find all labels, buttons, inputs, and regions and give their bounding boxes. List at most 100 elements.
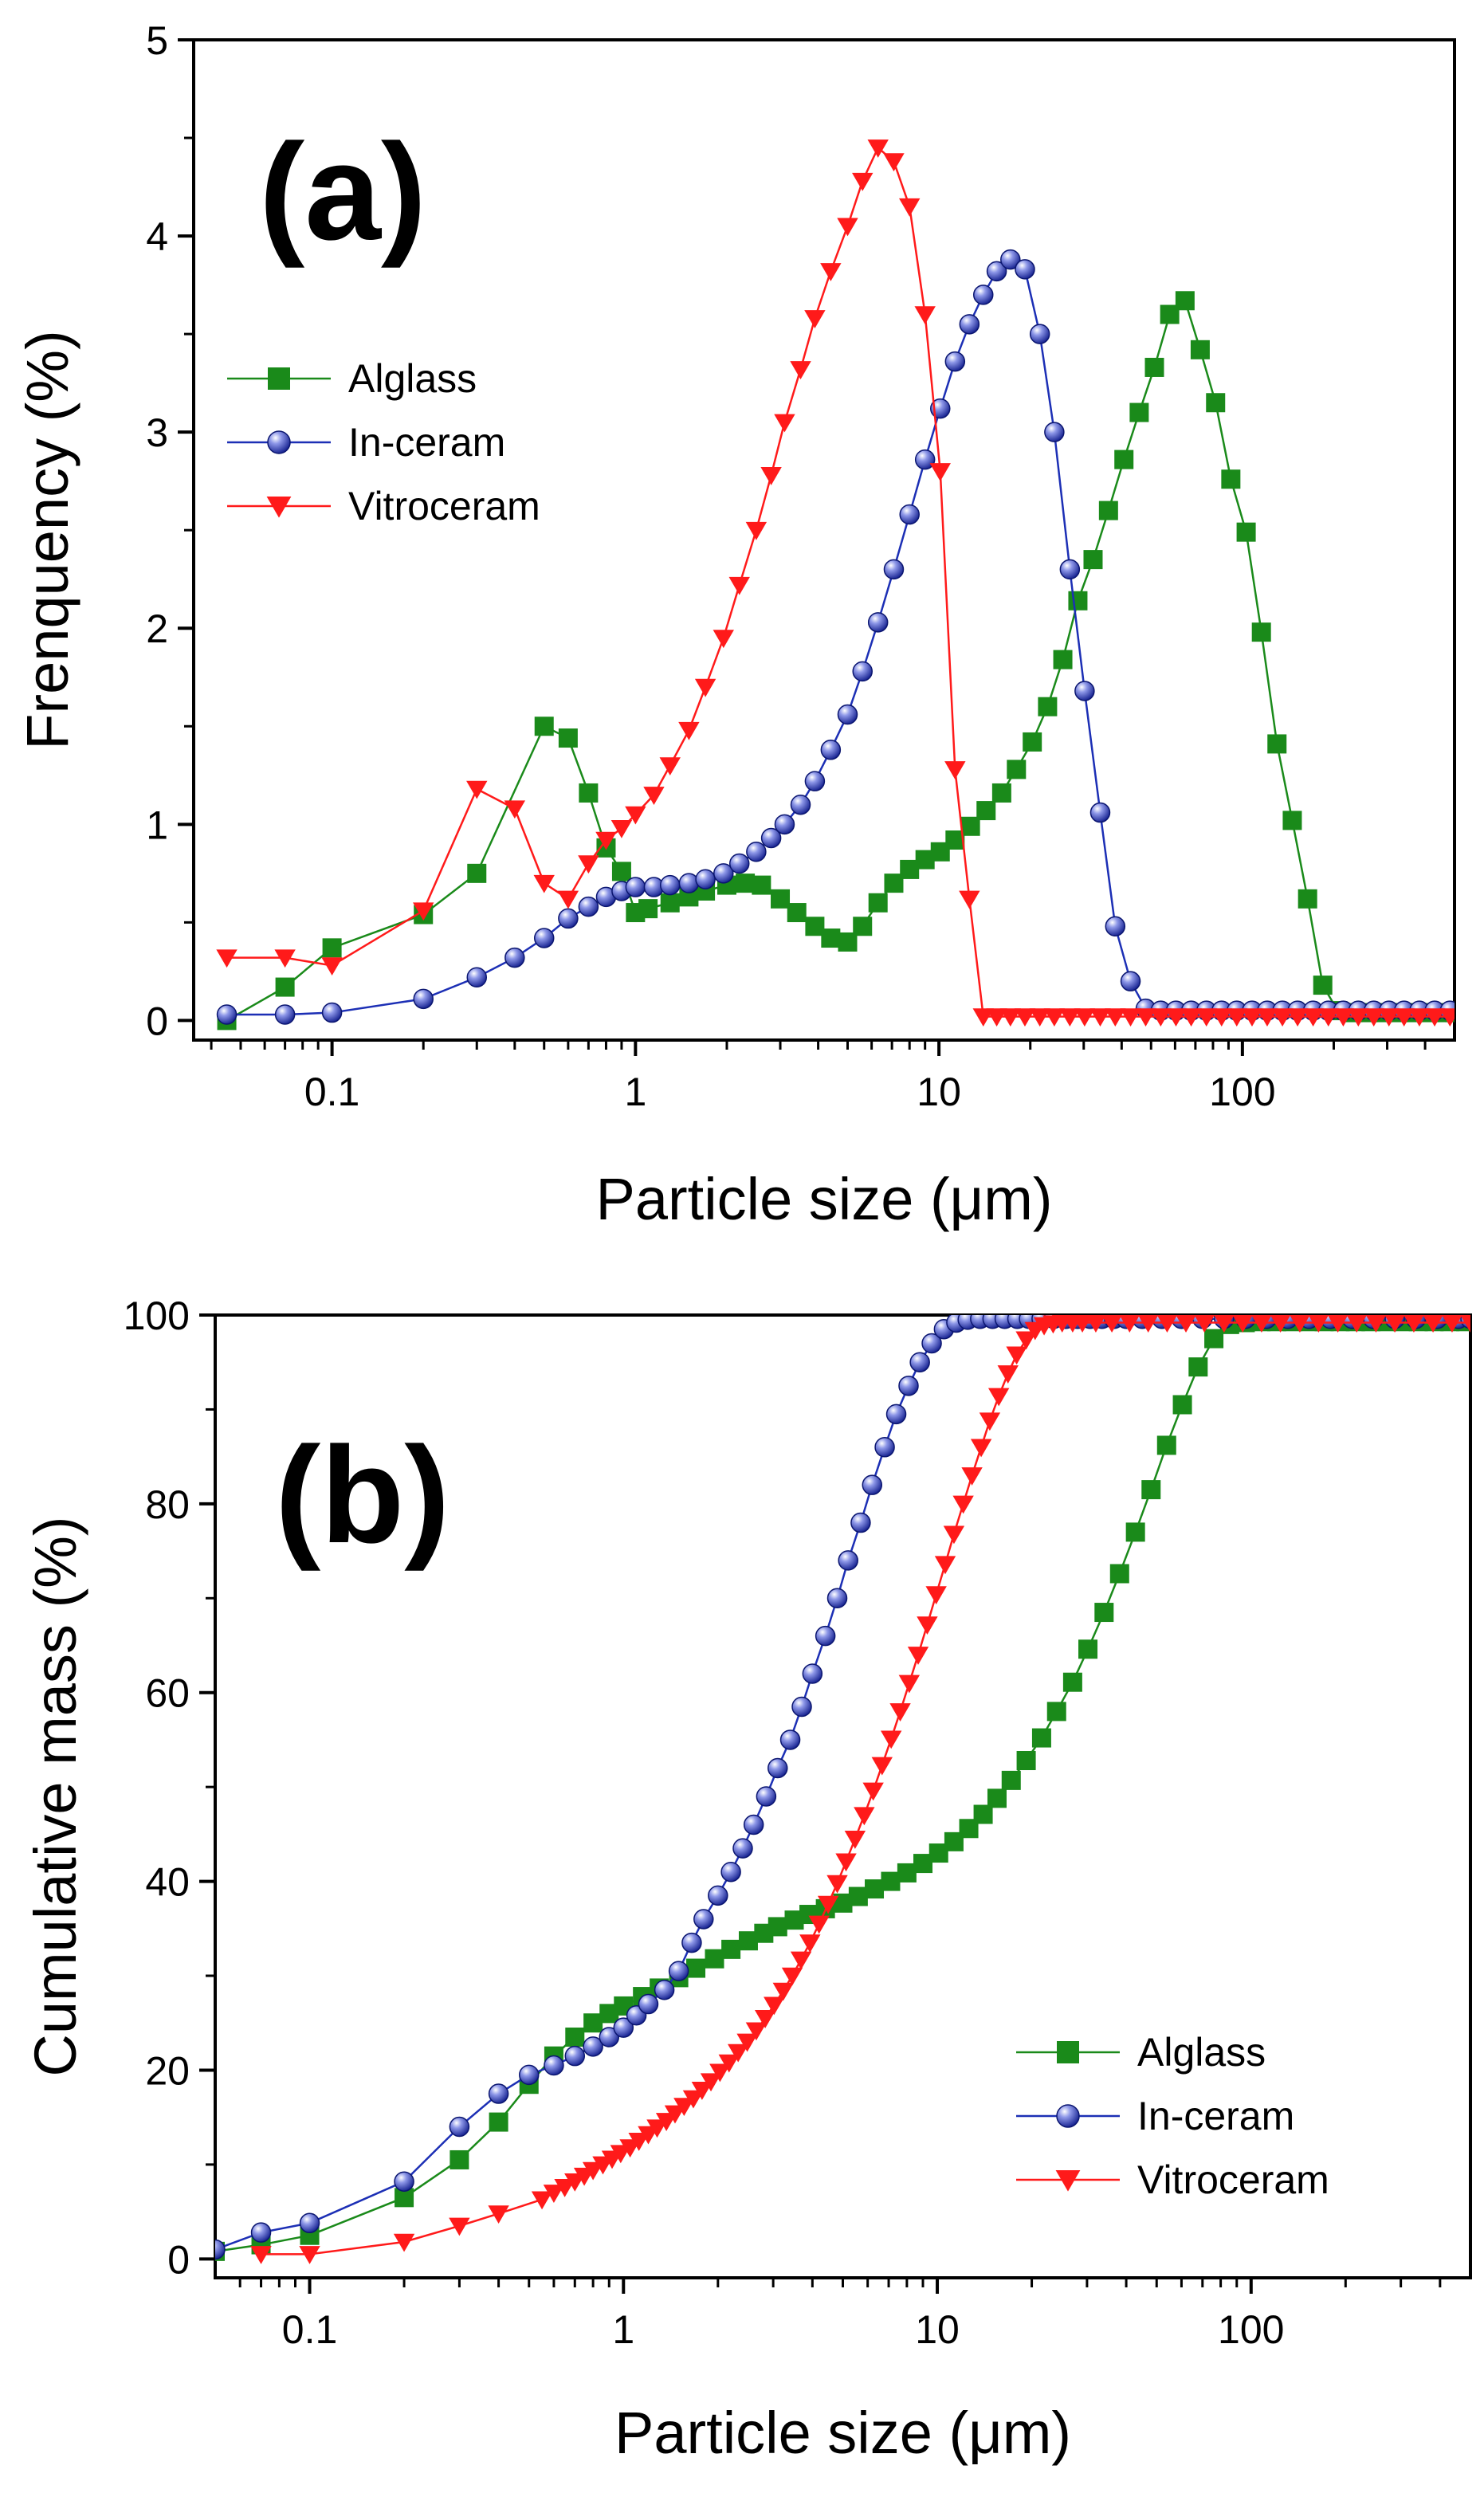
data-point bbox=[959, 890, 980, 909]
data-point bbox=[1317, 1008, 1339, 1027]
data-point bbox=[943, 1525, 965, 1545]
data-point bbox=[1014, 1008, 1036, 1027]
data-point bbox=[865, 1879, 885, 1899]
data-point bbox=[489, 2112, 508, 2132]
data-point bbox=[660, 893, 680, 913]
data-point bbox=[558, 728, 578, 748]
data-point bbox=[321, 1002, 343, 1023]
data-point bbox=[1015, 1331, 1037, 1350]
data-point bbox=[519, 2064, 540, 2086]
data-point bbox=[1270, 1315, 1291, 1333]
y-tick-label: 4 bbox=[146, 214, 168, 259]
data-point bbox=[848, 1886, 868, 1906]
data-point bbox=[708, 1885, 728, 1906]
data-point bbox=[736, 874, 756, 893]
data-point bbox=[868, 893, 888, 913]
y-tick-label: 40 bbox=[145, 1860, 190, 1905]
data-point bbox=[1348, 1008, 1369, 1027]
data-point bbox=[713, 863, 734, 884]
data-point bbox=[880, 1730, 902, 1749]
data-point bbox=[820, 740, 842, 760]
data-point bbox=[883, 153, 905, 172]
data-point bbox=[1109, 1564, 1129, 1584]
x-axis-title: Particle size (μm) bbox=[614, 2400, 1071, 2466]
data-point bbox=[1089, 802, 1111, 823]
data-point bbox=[743, 1814, 764, 1835]
data-point bbox=[1094, 1603, 1114, 1623]
data-point bbox=[1141, 1480, 1161, 1500]
data-point bbox=[558, 908, 579, 929]
data-point bbox=[554, 2179, 575, 2197]
data-point bbox=[583, 2036, 603, 2057]
data-point bbox=[583, 2013, 603, 2033]
data-point bbox=[1384, 1315, 1405, 1333]
data-point bbox=[899, 504, 920, 525]
data-point bbox=[799, 1934, 821, 1953]
data-point bbox=[1439, 1008, 1455, 1027]
panel-label: (a) bbox=[259, 116, 426, 269]
data-point bbox=[790, 794, 811, 815]
data-point bbox=[694, 678, 716, 697]
data-point bbox=[754, 2010, 776, 2028]
data-point bbox=[907, 1647, 929, 1665]
data-point bbox=[643, 787, 665, 805]
data-point bbox=[961, 1467, 983, 1486]
legend-label: Alglass bbox=[348, 356, 477, 401]
data-point bbox=[1460, 1315, 1470, 1333]
data-point bbox=[1251, 1315, 1272, 1333]
data-point bbox=[678, 721, 700, 740]
data-point bbox=[1114, 450, 1134, 469]
data-point bbox=[1105, 1008, 1126, 1027]
data-point bbox=[1129, 402, 1149, 422]
data-point bbox=[835, 1853, 857, 1872]
data-point bbox=[1044, 422, 1065, 442]
data-point bbox=[921, 1333, 942, 1354]
data-point bbox=[745, 2022, 768, 2041]
data-point bbox=[1190, 340, 1210, 359]
data-point bbox=[934, 1556, 956, 1575]
x-tick-label: 10 bbox=[917, 1070, 961, 1114]
data-point bbox=[450, 2149, 469, 2169]
data-point bbox=[821, 928, 841, 948]
plot-frame bbox=[192, 38, 1456, 1042]
data-point bbox=[852, 661, 873, 682]
data-point bbox=[531, 2191, 553, 2210]
series-line bbox=[226, 146, 1451, 1018]
data-point bbox=[1298, 889, 1317, 909]
data-point bbox=[613, 2017, 634, 2038]
data-point bbox=[760, 467, 782, 485]
data-point bbox=[826, 1588, 848, 1609]
data-point bbox=[867, 139, 889, 158]
data-point bbox=[959, 314, 980, 335]
data-point bbox=[781, 1967, 803, 1986]
data-point bbox=[929, 463, 951, 481]
data-point bbox=[791, 1696, 812, 1718]
data-point bbox=[804, 771, 826, 791]
y-tick-label: 5 bbox=[146, 18, 168, 63]
data-point bbox=[413, 902, 434, 921]
data-point bbox=[595, 831, 617, 850]
data-point bbox=[504, 947, 525, 968]
data-point bbox=[917, 1616, 938, 1635]
data-point bbox=[774, 414, 795, 433]
data-point bbox=[1053, 650, 1073, 669]
y-tick-label: 1 bbox=[146, 803, 168, 847]
data-point bbox=[1176, 1315, 1196, 1333]
legend-label: In-ceram bbox=[348, 420, 505, 465]
data-point bbox=[728, 853, 750, 874]
data-point bbox=[394, 2171, 414, 2192]
data-point bbox=[1365, 1315, 1387, 1333]
data-point bbox=[695, 869, 716, 889]
data-point bbox=[804, 310, 826, 328]
data-point bbox=[898, 1674, 921, 1694]
data-point bbox=[997, 1365, 1019, 1384]
data-point bbox=[820, 263, 842, 281]
x-tick-label: 1 bbox=[612, 2307, 634, 2352]
data-point bbox=[564, 2045, 586, 2067]
data-point bbox=[638, 1993, 659, 2015]
data-point bbox=[488, 2205, 509, 2224]
data-point bbox=[449, 2217, 470, 2236]
data-point bbox=[1062, 1672, 1082, 1692]
data-point bbox=[668, 1961, 689, 1981]
data-point bbox=[768, 1917, 787, 1937]
